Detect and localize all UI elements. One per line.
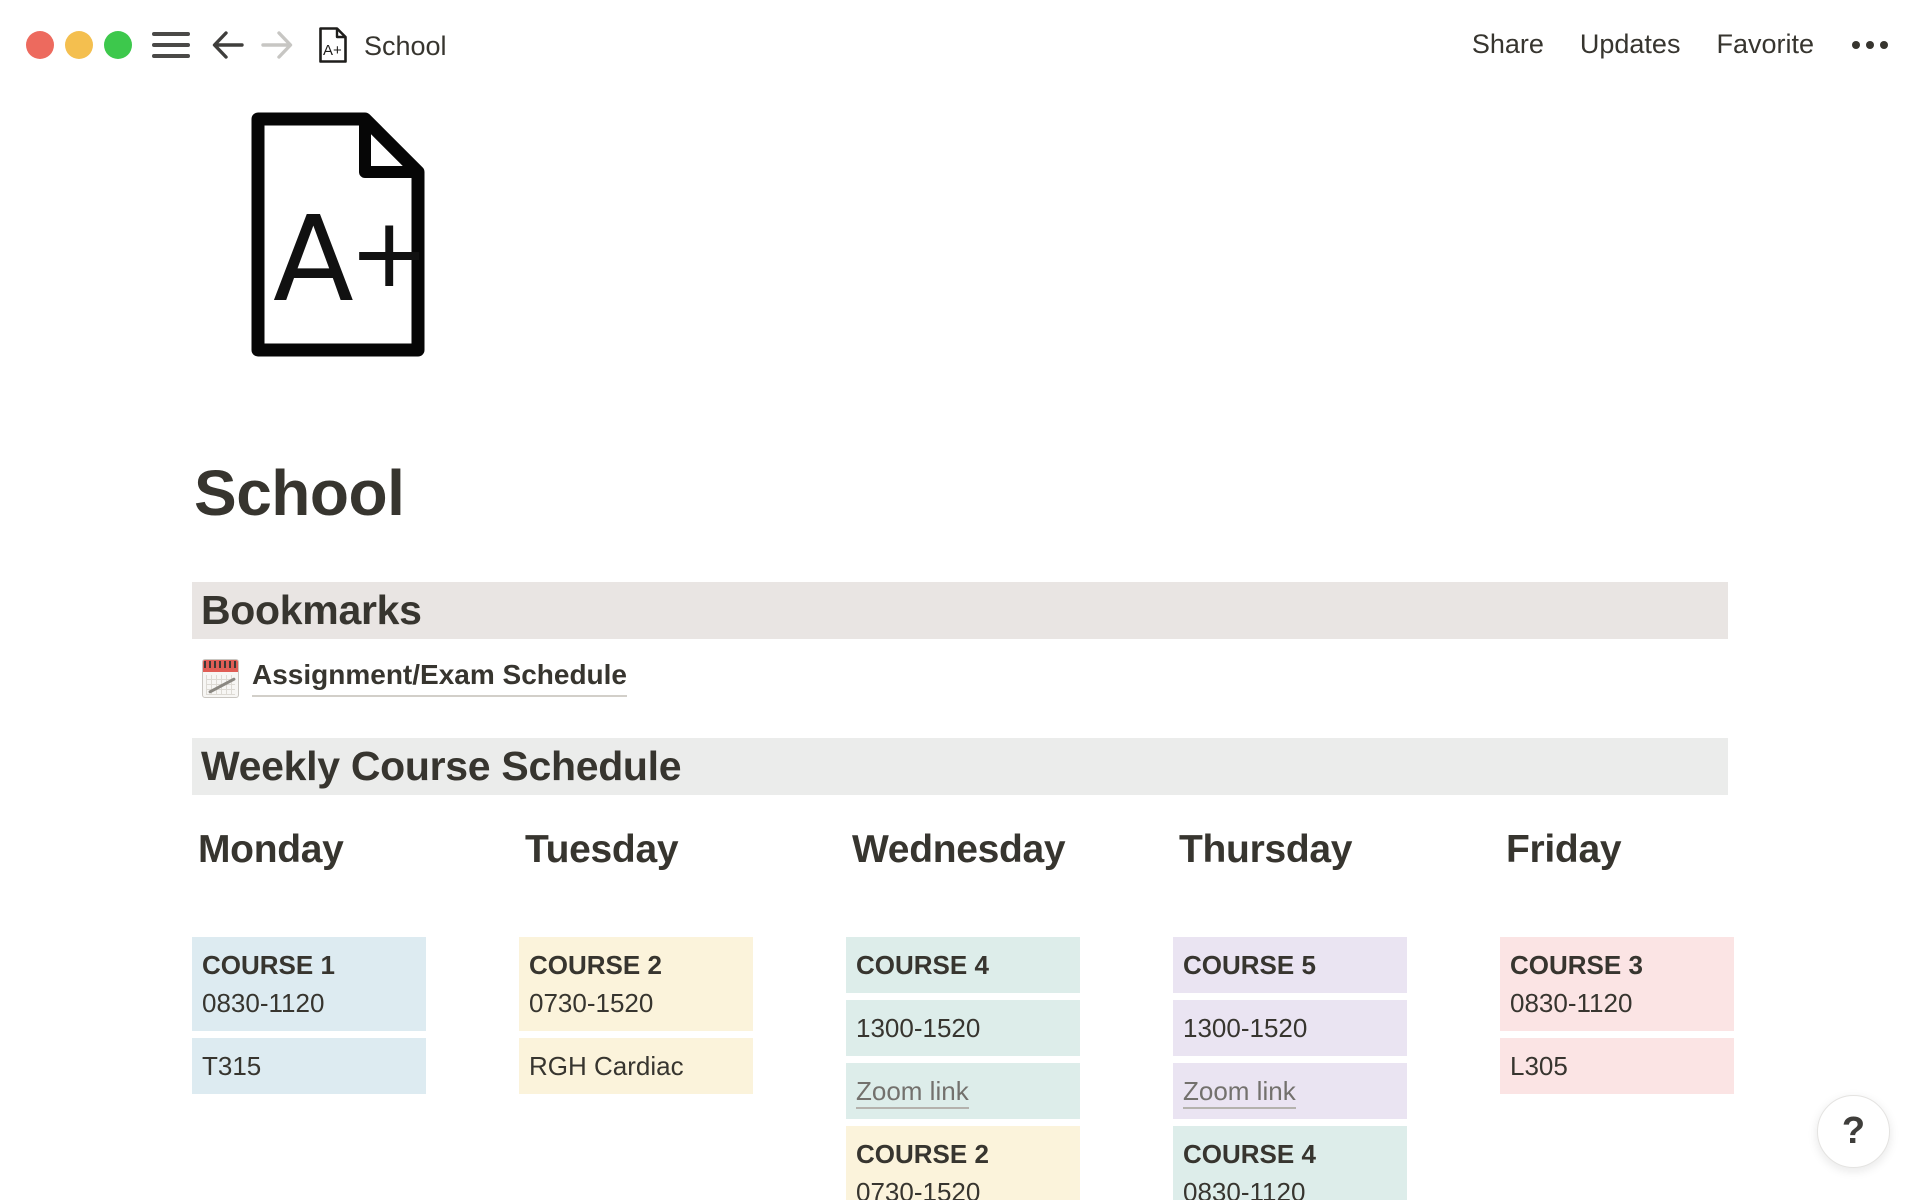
column-thursday: Thursday COURSE 5 1300-1520 Zoom link CO…: [1173, 828, 1407, 1200]
page-title: School: [194, 457, 405, 529]
course-block: COURSE 2 0730-1520: [846, 1126, 1080, 1200]
course-block: COURSE 3 0830-1120: [1500, 937, 1734, 1031]
share-button[interactable]: Share: [1471, 29, 1544, 59]
page-icon-a-plus[interactable]: A +: [249, 110, 427, 359]
course-time-block: 1300-1520: [846, 1000, 1080, 1056]
course-location-block: L305: [1500, 1038, 1734, 1094]
course-block: COURSE 4 0830-1120: [1173, 1126, 1407, 1200]
page-doc-icon-small: A+: [319, 27, 347, 63]
breadcrumb-page-title: School: [364, 31, 447, 61]
zoom-link[interactable]: Zoom link: [856, 1076, 969, 1109]
favorite-button[interactable]: Favorite: [1716, 29, 1814, 59]
course-location-block: T315: [192, 1038, 426, 1094]
course-location-block: RGH Cardiac: [519, 1038, 753, 1094]
svg-text:A: A: [273, 190, 354, 328]
zoom-link[interactable]: Zoom link: [1183, 1076, 1296, 1109]
day-header: Tuesday: [525, 828, 679, 871]
column-friday: Friday COURSE 3 0830-1120 L305: [1500, 828, 1734, 1094]
minimize-window-button[interactable]: [65, 31, 93, 59]
column-monday: Monday COURSE 1 0830-1120 T315: [192, 828, 426, 1094]
titlebar-actions: Share Updates Favorite: [1472, 29, 1890, 60]
course-time-block: 1300-1520: [1173, 1000, 1407, 1056]
day-header: Friday: [1506, 828, 1622, 871]
course-block: COURSE 4: [846, 937, 1080, 993]
titlebar: A+ School Share Updates Favorite: [0, 0, 1920, 90]
course-block: COURSE 2 0730-1520: [519, 937, 753, 1031]
more-options-icon[interactable]: [1850, 37, 1890, 53]
close-window-button[interactable]: [26, 31, 54, 59]
svg-text:A+: A+: [323, 42, 342, 59]
zoom-window-button[interactable]: [104, 31, 132, 59]
zoom-link-block: Zoom link: [1173, 1063, 1407, 1119]
updates-button[interactable]: Updates: [1579, 29, 1681, 59]
bookmarks-section-title: Bookmarks: [201, 587, 422, 633]
column-tuesday: Tuesday COURSE 2 0730-1520 RGH Cardiac: [519, 828, 753, 1094]
forward-arrow-icon[interactable]: [258, 26, 296, 64]
sidebar-menu-icon[interactable]: [152, 31, 190, 59]
weekly-schedule-section-title: Weekly Course Schedule: [201, 743, 682, 789]
svg-text:+: +: [349, 197, 427, 309]
help-button[interactable]: ?: [1817, 1095, 1890, 1168]
bookmarks-section-header: Bookmarks: [192, 582, 1728, 639]
spiral-calendar-icon: [202, 658, 239, 698]
weekly-schedule-section-header: Weekly Course Schedule: [192, 738, 1728, 795]
course-block: COURSE 5: [1173, 937, 1407, 993]
day-header: Monday: [198, 828, 344, 871]
day-header: Thursday: [1179, 828, 1353, 871]
course-block: COURSE 1 0830-1120: [192, 937, 426, 1031]
column-wednesday: Wednesday COURSE 4 1300-1520 Zoom link C…: [846, 828, 1080, 1200]
zoom-link-block: Zoom link: [846, 1063, 1080, 1119]
bookmark-item: Assignment/Exam Schedule: [202, 655, 628, 701]
day-header: Wednesday: [852, 828, 1066, 871]
back-arrow-icon[interactable]: [209, 26, 247, 64]
assignment-exam-schedule-link[interactable]: Assignment/Exam Schedule: [252, 659, 628, 697]
